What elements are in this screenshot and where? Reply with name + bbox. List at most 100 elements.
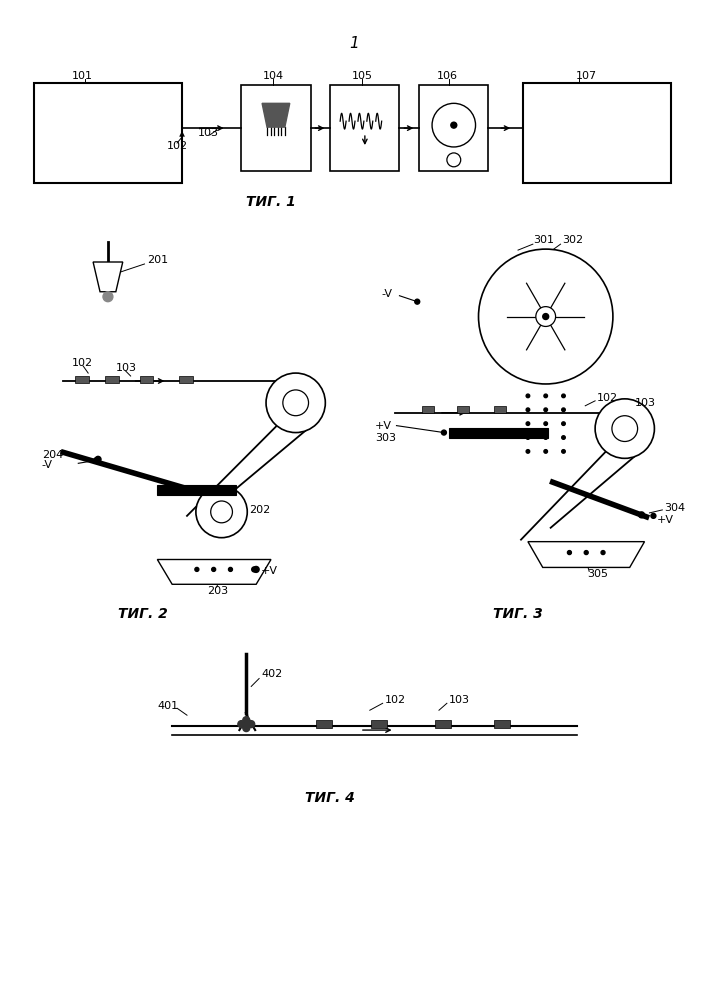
Circle shape [252,567,257,572]
Circle shape [243,717,250,724]
Circle shape [196,486,247,538]
Text: 204: 204 [42,450,63,460]
Circle shape [544,436,547,439]
Text: 203: 203 [206,586,228,596]
Circle shape [562,422,566,425]
Text: 103: 103 [635,398,655,408]
Text: 102: 102 [71,358,93,368]
Bar [105,376,119,383]
Circle shape [612,416,638,441]
Circle shape [544,450,547,453]
Bar [457,406,469,413]
Circle shape [543,314,549,320]
Circle shape [601,551,605,555]
Text: 301: 301 [533,235,554,245]
Bar [34,84,182,183]
Circle shape [243,725,250,732]
Circle shape [562,436,566,439]
Text: 303: 303 [375,433,396,443]
Circle shape [228,567,233,571]
Bar [241,85,310,171]
Text: 302: 302 [563,235,584,245]
Circle shape [526,422,530,425]
Circle shape [211,567,216,571]
Text: 1: 1 [349,36,359,51]
Text: 103: 103 [449,695,470,705]
Circle shape [568,551,571,555]
Bar [435,720,451,728]
Circle shape [638,512,645,518]
Text: 201: 201 [148,255,168,265]
Circle shape [544,394,547,398]
Text: 102: 102 [168,141,188,151]
Text: ΤИГ. 1: ΤИГ. 1 [246,195,296,209]
Circle shape [584,551,588,555]
Bar [158,485,236,495]
Bar [523,84,671,183]
Bar [494,720,510,728]
Bar [317,720,332,728]
Text: 105: 105 [352,71,373,81]
Text: +V: +V [261,566,278,576]
Bar [179,376,193,383]
Circle shape [253,566,259,572]
Bar [419,85,489,171]
Circle shape [526,450,530,453]
Text: 107: 107 [575,71,597,81]
Text: 103: 103 [198,128,219,138]
Polygon shape [93,262,123,292]
Bar [422,406,434,413]
Text: ΤИГ. 2: ΤИГ. 2 [117,607,168,621]
Circle shape [238,721,245,728]
Circle shape [562,450,566,453]
Circle shape [544,408,547,412]
Circle shape [526,436,530,439]
Bar [76,376,89,383]
Circle shape [103,292,113,302]
Circle shape [247,721,255,728]
Circle shape [451,122,457,128]
Circle shape [562,394,566,398]
Circle shape [479,249,613,384]
Text: 102: 102 [385,695,406,705]
Polygon shape [528,542,645,567]
Text: 305: 305 [588,569,608,579]
Bar [139,376,153,383]
Text: -V: -V [42,460,53,470]
Circle shape [243,722,250,729]
Circle shape [283,390,308,416]
Circle shape [651,513,656,518]
Text: 106: 106 [437,71,458,81]
Circle shape [595,399,655,458]
Text: -V: -V [382,289,392,299]
Circle shape [536,307,556,326]
Circle shape [93,458,98,463]
Bar [370,720,387,728]
Text: 402: 402 [261,669,282,679]
Circle shape [447,153,461,167]
Text: 401: 401 [158,701,178,711]
Circle shape [195,567,199,571]
Text: +V: +V [375,421,392,431]
Polygon shape [158,560,271,584]
Text: 103: 103 [116,363,137,373]
Circle shape [544,422,547,425]
Circle shape [562,408,566,412]
Text: ΤИГ. 3: ΤИГ. 3 [493,607,543,621]
Circle shape [415,299,420,304]
Circle shape [526,408,530,412]
Polygon shape [262,103,290,127]
Circle shape [526,394,530,398]
Bar [449,428,548,438]
Circle shape [441,430,446,435]
Bar [494,406,506,413]
Text: 304: 304 [665,503,685,513]
Circle shape [266,373,325,433]
Text: ΤИГ. 4: ΤИГ. 4 [305,790,355,804]
Text: +V: +V [656,515,673,525]
Text: 102: 102 [597,393,618,403]
Circle shape [211,501,233,523]
Circle shape [432,103,476,147]
Text: 104: 104 [263,71,284,81]
Circle shape [95,456,101,462]
